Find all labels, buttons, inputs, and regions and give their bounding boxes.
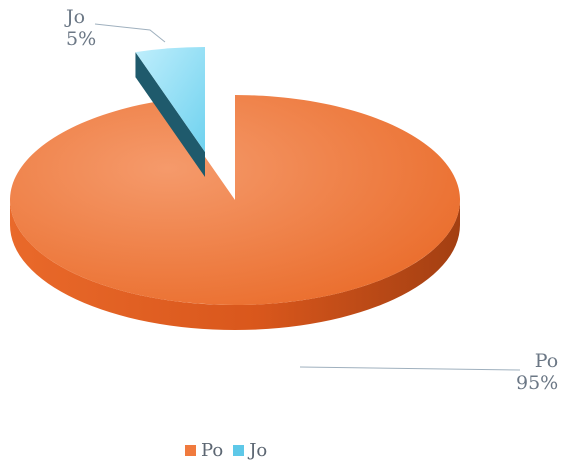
slice-po	[10, 95, 461, 305]
legend-label-jo: Jo	[249, 440, 268, 461]
slice-jo-side	[135, 52, 205, 177]
label-po-name: Po	[534, 350, 559, 372]
legend-item-po: Po	[185, 440, 223, 461]
legend: Po Jo	[185, 440, 267, 461]
legend-swatch-po	[185, 445, 196, 456]
slice-jo	[135, 47, 205, 152]
leader-line-jo	[94, 23, 166, 43]
label-po: Po 95%	[516, 350, 558, 394]
slice-po-side	[10, 200, 460, 330]
legend-item-jo: Jo	[233, 440, 267, 461]
label-jo: Jo 5%	[66, 6, 96, 50]
legend-swatch-jo	[233, 445, 245, 456]
label-po-percent: 95%	[516, 372, 559, 394]
label-jo-percent: 5%	[66, 28, 97, 50]
legend-label-po: Po	[201, 440, 224, 461]
leader-line-po	[299, 366, 521, 371]
label-jo-name: Jo	[66, 6, 86, 28]
